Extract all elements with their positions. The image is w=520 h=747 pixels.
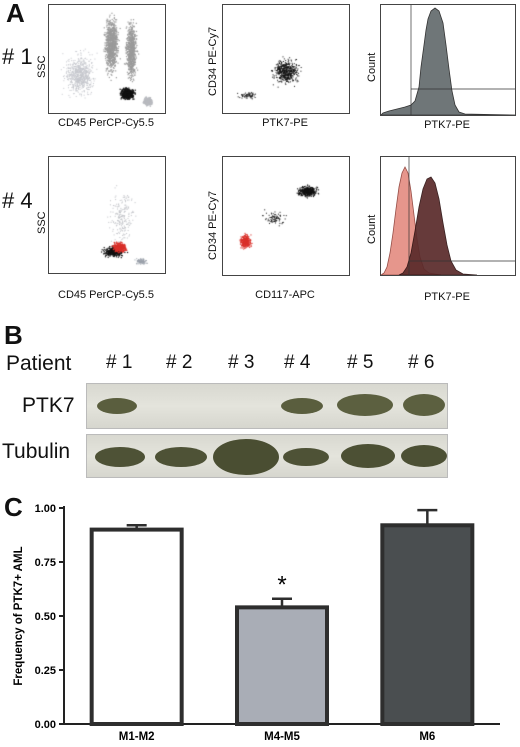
lane-label-4: # 4 bbox=[284, 352, 311, 373]
histogram-ptk7-row2 bbox=[380, 156, 516, 276]
histogram-svg-row2 bbox=[381, 157, 515, 275]
scatter-ssc-cd45-row1 bbox=[48, 4, 166, 114]
scatter-points-ssc-cd45-row2 bbox=[49, 157, 165, 273]
band-tubulin-lane2 bbox=[155, 447, 207, 467]
histogram-fill-row1 bbox=[381, 7, 515, 115]
x-tick-label: M4-M5 bbox=[264, 731, 300, 743]
y-tick-label: 0.00 bbox=[35, 719, 56, 731]
y-axis-label: Frequency of PTK7+ AML bbox=[13, 546, 25, 685]
bar-m6 bbox=[380, 523, 475, 726]
blot-label-tubulin: Tubulin bbox=[2, 440, 71, 463]
ylabel-cd34-row2: CD34 PE-Cy7 bbox=[207, 190, 219, 260]
y-tick-label: 0.75 bbox=[35, 557, 56, 569]
band-tubulin-lane6 bbox=[401, 445, 447, 467]
bar-chart-ptk7-frequency: 0.00 0.25 0.50 0.75 1.00 Frequency of PTK7+ A… bbox=[13, 503, 500, 743]
ylabel-ssc-row2: SSC bbox=[36, 211, 48, 234]
significance-marker: * bbox=[277, 572, 286, 599]
x-tick-label: M6 bbox=[419, 731, 435, 743]
band-tubulin-lane4 bbox=[283, 448, 329, 466]
band-ptk7-lane5 bbox=[337, 394, 393, 416]
band-tubulin-lane1 bbox=[95, 447, 145, 467]
histogram-svg-row1 bbox=[381, 5, 515, 115]
scatter-points-cd34-cd117-row2 bbox=[223, 157, 349, 275]
ylabel-count-row2: Count bbox=[366, 214, 378, 244]
panel-label-a: A bbox=[6, 0, 25, 28]
band-ptk7-lane4 bbox=[281, 398, 323, 414]
band-ptk7-lane6 bbox=[403, 394, 445, 416]
xlabel-hist-ptk7-row1: PTK7-PE bbox=[424, 119, 470, 131]
scatter-points-ssc-cd45-row1 bbox=[49, 5, 165, 113]
ylabel-ssc-row1: SSC bbox=[36, 55, 48, 78]
xlabel-hist-ptk7-row2: PTK7-PE bbox=[424, 291, 470, 303]
ylabel-count-row1: Count bbox=[366, 52, 378, 82]
blot-strip-tubulin bbox=[86, 434, 448, 478]
y-tick-label: 1.00 bbox=[35, 503, 56, 515]
scatter-points-cd34-ptk7-row1 bbox=[223, 5, 349, 113]
x-tick-label: M1-M2 bbox=[119, 731, 155, 743]
blot-header-patient: Patient bbox=[6, 352, 72, 375]
lane-label-5: # 5 bbox=[347, 352, 374, 373]
y-tick-label: 0.25 bbox=[35, 665, 56, 677]
row-label-patient-4: # 4 bbox=[2, 188, 33, 213]
lane-label-6: # 6 bbox=[408, 352, 435, 373]
xlabel-cd117-row2: CD117-APC bbox=[255, 289, 315, 301]
row-label-patient-1: # 1 bbox=[2, 44, 33, 69]
xlabel-ptk7-row1: PTK7-PE bbox=[262, 117, 308, 129]
band-tubulin-lane5 bbox=[341, 444, 395, 468]
lane-label-3: # 3 bbox=[228, 352, 255, 373]
band-ptk7-lane1 bbox=[97, 398, 137, 414]
ylabel-cd34-row1: CD34 PE-Cy7 bbox=[207, 26, 219, 96]
histogram-fill-ptk7-row2 bbox=[398, 176, 478, 275]
lane-label-1: # 1 bbox=[106, 352, 133, 373]
histogram-ptk7-row1 bbox=[380, 4, 516, 116]
xlabel-cd45-row2: CD45 PerCP-Cy5.5 bbox=[58, 289, 154, 301]
bar-m1-m2 bbox=[89, 527, 184, 726]
panel-label-b: B bbox=[4, 320, 23, 350]
panel-label-c: C bbox=[4, 492, 23, 522]
y-tick-label: 0.50 bbox=[35, 611, 56, 623]
blot-strip-ptk7 bbox=[86, 383, 448, 429]
band-tubulin-lane3 bbox=[213, 439, 279, 475]
lane-label-2: # 2 bbox=[166, 352, 193, 373]
scatter-cd34-cd117-row2 bbox=[222, 156, 350, 276]
bar-m4-m5 bbox=[235, 605, 329, 726]
scatter-cd34-ptk7-row1 bbox=[222, 4, 350, 114]
blot-label-ptk7: PTK7 bbox=[22, 394, 75, 417]
xlabel-cd45-row1: CD45 PerCP-Cy5.5 bbox=[58, 117, 154, 129]
scatter-ssc-cd45-row2 bbox=[48, 156, 166, 274]
